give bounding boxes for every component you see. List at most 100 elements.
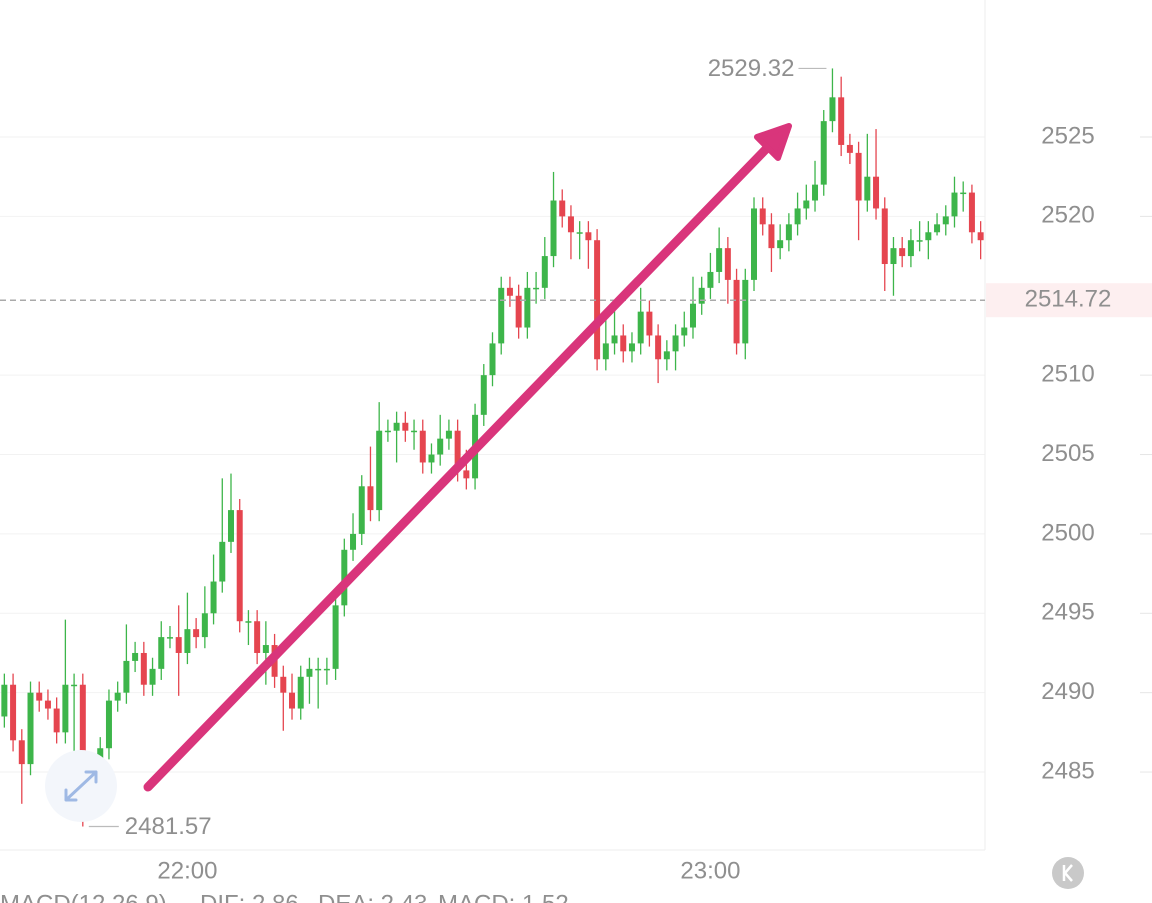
trend-arrow [143, 123, 792, 792]
candle-body [193, 629, 200, 638]
candle-body [785, 224, 792, 241]
candle-body [166, 637, 173, 639]
candle-body [480, 375, 487, 415]
candle-body [934, 224, 941, 233]
indicator-name: MACD(12,26,9) [0, 890, 167, 903]
arrow-shaft [143, 142, 773, 792]
candle-body [332, 605, 339, 669]
candle-body [62, 684, 69, 733]
candle-body [550, 200, 557, 257]
candle-body [716, 248, 723, 272]
candle-body [559, 200, 566, 217]
candle-body [489, 343, 496, 376]
candle-body [838, 97, 845, 145]
last-price-label: 2514.72 [1025, 286, 1112, 313]
candle-body [942, 216, 949, 225]
candle-body [393, 422, 400, 431]
candle-body [768, 224, 775, 249]
candle-body [567, 216, 574, 233]
candle-body [10, 684, 17, 741]
candle-body [672, 335, 679, 352]
candle-body [916, 240, 923, 242]
y-tick-label: 2495 [1041, 599, 1094, 626]
y-tick-label: 2505 [1041, 440, 1094, 467]
candle-body [533, 287, 540, 290]
candle-body [158, 637, 165, 669]
candle-body [454, 430, 461, 471]
candle-body [419, 430, 426, 463]
candle-body [812, 184, 819, 201]
candle-body [611, 335, 618, 344]
candle-body [899, 248, 906, 257]
candle-body [445, 430, 452, 439]
arrow-head [754, 123, 792, 161]
indicator-dea: DEA: 2.43 [318, 890, 427, 903]
candle-body [576, 232, 583, 234]
candle-body [254, 621, 261, 653]
candle-body [620, 335, 627, 352]
candle-body [262, 645, 269, 653]
y-tick-label: 2490 [1041, 678, 1094, 705]
candle-body [79, 684, 86, 796]
candle-body [123, 660, 130, 693]
candle-body [637, 311, 644, 344]
x-tick-label: 23:00 [680, 857, 740, 884]
candle-body [655, 335, 662, 360]
candle-body [315, 668, 322, 671]
candle-body [515, 295, 522, 328]
candle-body [585, 232, 592, 241]
candle-body [681, 327, 688, 336]
candle-body [428, 454, 435, 463]
candle-body [114, 692, 121, 701]
candle-body [881, 208, 888, 265]
candle-body [219, 541, 226, 582]
candle-body [184, 629, 191, 653]
candle-body [968, 192, 975, 233]
candle-body [341, 549, 348, 606]
candle-body [594, 240, 601, 360]
overlay: 2514.72 2529.32 2481.57 [0, 55, 1152, 840]
candle-body [463, 470, 470, 479]
candle-body [402, 422, 409, 431]
candle-body [742, 279, 749, 344]
candle-body [689, 303, 696, 328]
candle-body [411, 430, 418, 433]
collapse-icon[interactable] [1062, 864, 1073, 882]
candle-body [236, 510, 243, 622]
candle-body [925, 232, 932, 241]
x-tick-label: 22:00 [157, 857, 217, 884]
candle-body [977, 232, 984, 241]
expand-icon[interactable] [64, 770, 98, 802]
candle-body [175, 637, 182, 653]
candle-body [132, 652, 139, 661]
collapse-button[interactable] [1052, 857, 1084, 889]
candle-body [960, 192, 967, 195]
candle-body [1, 684, 8, 717]
indicator-legend: MACD(12,26,9) DIF: 2.86 DEA: 2.43 MACD: … [0, 890, 569, 903]
min-label: 2481.57 [125, 813, 212, 840]
candle-body [289, 692, 296, 709]
candle-body [707, 271, 714, 288]
candle-body [350, 533, 357, 550]
candle-body [323, 668, 330, 671]
candle-body [27, 692, 34, 765]
candle-body [367, 486, 374, 511]
candle-body [384, 430, 391, 433]
candle-body [628, 343, 635, 352]
candle-body [140, 652, 147, 685]
candle-body [951, 192, 958, 217]
expand-button[interactable] [45, 750, 117, 822]
candle-body [245, 621, 252, 623]
last-price-tag [986, 283, 1152, 318]
candle-body [201, 613, 208, 638]
candle-body [855, 152, 862, 201]
candle-body [376, 430, 383, 511]
candle-body [506, 287, 513, 296]
y-tick-label: 2510 [1041, 360, 1094, 387]
candle-body [602, 343, 609, 360]
candle-body [890, 248, 897, 265]
candle-body [210, 581, 217, 614]
collapse-button-bg[interactable] [1052, 857, 1084, 889]
candle-body [358, 486, 365, 534]
